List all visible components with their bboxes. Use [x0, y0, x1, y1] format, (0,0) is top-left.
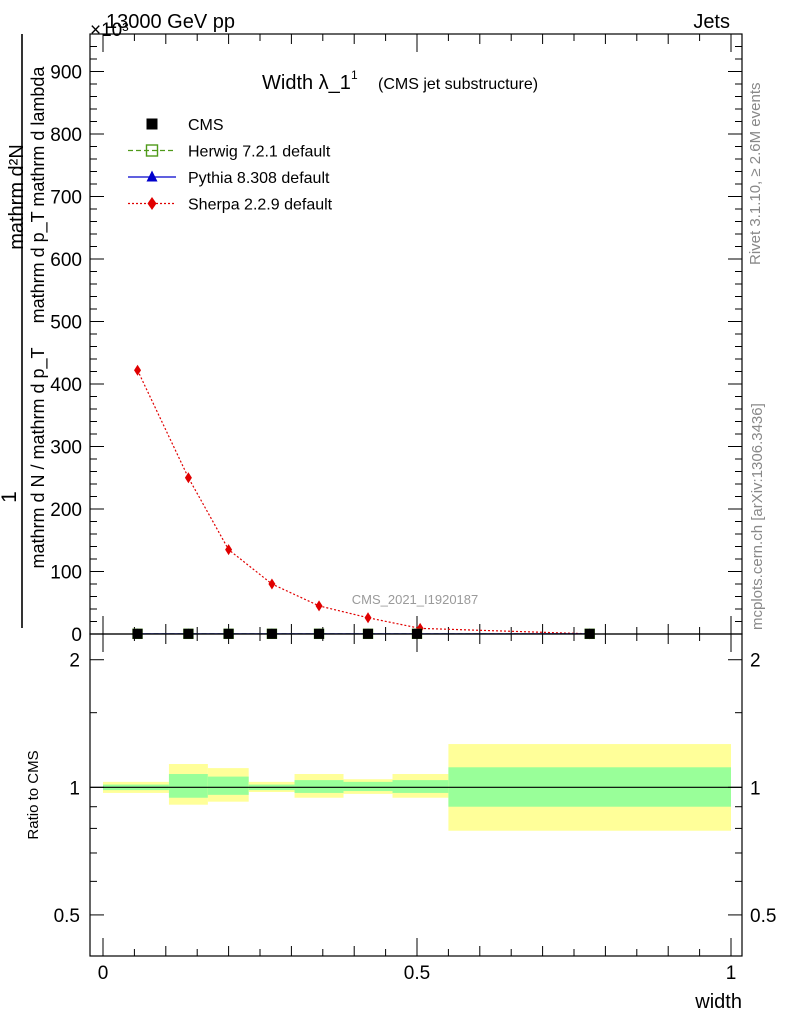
y-label-one: 1 [0, 491, 21, 503]
data-point [146, 170, 158, 182]
main-x-ticks [102, 34, 732, 634]
mcplots-label: mcplots.cern.ch [arXiv:1306.3436] [749, 403, 766, 630]
x-tick-label: 0 [98, 963, 109, 984]
main-y-tick-label: 800 [50, 125, 82, 146]
main-y-tick-label: 500 [50, 313, 82, 334]
main-y-tick-label: 0 [71, 625, 82, 646]
ratio-y-tick-label-right: 0.5 [750, 906, 776, 927]
main-y-axis-label: 1 mathrm d²N mathrm d N / mathrm d p_T m… [0, 34, 49, 628]
ratio-inner-band [392, 780, 449, 793]
data-point [146, 118, 158, 130]
data-point [147, 197, 157, 210]
y-label-denominator-tail: mathrm d p_T mathrm d lambda [28, 66, 49, 324]
process-label: Jets [693, 11, 730, 33]
ratio-inner-band [343, 781, 393, 792]
analysis-watermark: CMS_2021_I1920187 [352, 592, 479, 607]
x-axis-label: width [694, 991, 742, 1013]
ratio-y-tick-label: 0.5 [54, 906, 80, 927]
ratio-bands [90, 744, 742, 831]
main-y-axis: 0 100 200 300 400 500 600 700 800 900 [50, 33, 742, 646]
main-y-tick-label: 300 [50, 438, 82, 459]
data-point [184, 472, 192, 484]
legend: CMS Herwig 7.2.1 default Pythia 8.308 defa… [128, 117, 333, 214]
data-point [225, 544, 233, 556]
main-y-tick-label: 700 [50, 188, 82, 209]
plot-title: Width λ_11 [262, 68, 358, 94]
plot-title-sup: 1 [351, 68, 358, 82]
ratio-x-axis: 0 0.5 1 [98, 634, 737, 984]
main-y-tick-label: 400 [50, 375, 82, 396]
ratio-plot-frame [89, 633, 743, 957]
data-point [145, 144, 159, 157]
y-label-denominator-main: mathrm d N / mathrm d p_T [28, 347, 49, 568]
main-y-tick-label: 200 [50, 500, 82, 521]
legend-label: CMS [188, 117, 224, 134]
ratio-y-tick-label-right: 1 [750, 778, 761, 799]
energy-label: 13000 GeV pp [106, 11, 235, 33]
ratio-y-tick-label: 2 [69, 651, 80, 672]
main-y-tick-label: 600 [50, 250, 82, 271]
legend-label: Sherpa 2.2.9 default [188, 197, 333, 214]
plot-subtitle: (CMS jet substructure) [378, 76, 538, 93]
main-y-tick-label: 100 [50, 563, 82, 584]
y-label-numerator: mathrm d²N [6, 144, 28, 250]
series-line-3 [136, 369, 590, 635]
x-tick-label: 0.5 [404, 963, 430, 984]
ratio-inner-band [207, 776, 249, 795]
legend-label: Pythia 8.308 default [188, 170, 330, 187]
data-point [134, 364, 142, 376]
ratio-y-tick-label: 1 [69, 778, 80, 799]
ratio-inner-band [168, 774, 208, 798]
data-point [315, 600, 323, 612]
ratio-y-axis: 0.5 0.5 1 1 2 2 [54, 651, 777, 927]
legend-label: Herwig 7.2.1 default [188, 144, 331, 161]
ratio-inner-band [294, 780, 344, 793]
ratio-y-axis-label: Ratio to CMS [25, 750, 42, 839]
ratio-y-tick-label-right: 2 [750, 651, 761, 672]
y-exponent-label: ×10³ [90, 20, 129, 41]
main-y-tick-label: 900 [50, 63, 82, 84]
x-tick-label: 1 [726, 963, 737, 984]
data-point [268, 578, 276, 590]
data-point [364, 612, 372, 624]
rivet-label: Rivet 3.1.10, ≥ 2.6M events [747, 83, 764, 266]
